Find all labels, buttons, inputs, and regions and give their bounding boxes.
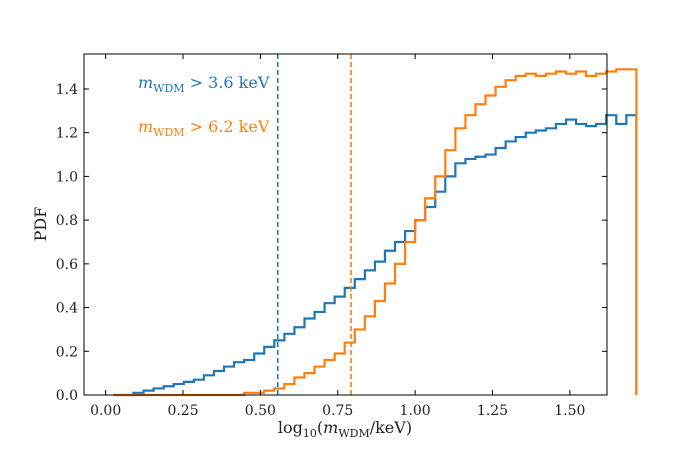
ticks: 0.00 0.25 0.50 0.75 1.00 1.25 1.50 0.0 0.2 0.4 0.6… (56, 54, 607, 419)
y-tick-label: 1.2 (56, 126, 78, 142)
histogram-series-1 (113, 68, 638, 397)
y-tick-label: 1.0 (56, 169, 78, 185)
y-tick-label: 0.0 (56, 388, 78, 404)
x-tick-label: 1.50 (554, 403, 585, 419)
legend-0-text: > 3.6 keV (185, 73, 270, 92)
y-tick-label: 0.8 (56, 213, 78, 229)
y-tick-label: 1.4 (56, 82, 78, 98)
x-tick-label: 0.00 (90, 403, 121, 419)
legend-1-sub: WDM (153, 126, 184, 139)
y-tick-label: 0.4 (56, 301, 78, 317)
legend-1-text: > 6.2 keV (185, 117, 270, 136)
plot-frame (83, 53, 608, 396)
x-axis-title-sub: 10 (303, 427, 317, 440)
legend-0-sub: WDM (153, 82, 184, 95)
y-axis-title: PDF (31, 207, 50, 242)
histogram-layer (113, 68, 638, 397)
y-tick-label: 0.2 (56, 344, 78, 360)
legend-entry-0: mWDM > 3.6 keV (138, 73, 270, 95)
x-tick-label: 0.50 (245, 403, 276, 419)
legend-0-m: m (138, 73, 153, 92)
x-tick-label: 1.00 (400, 403, 431, 419)
x-tick-label: 1.25 (477, 403, 508, 419)
threshold-lines (276, 54, 352, 395)
x-axis-title-m: m (323, 418, 338, 437)
x-axis-title-log: log (278, 418, 303, 437)
x-axis-title-rest: ( (317, 418, 323, 437)
legend-entry-1: mWDM > 6.2 keV (138, 117, 270, 139)
x-axis-title: log10(mWDM/keV) (278, 418, 412, 440)
histogram-series-0 (113, 114, 638, 397)
legend-1-m: m (138, 117, 153, 136)
x-tick-label: 0.75 (322, 403, 353, 419)
y-tick-label: 0.6 (56, 257, 78, 273)
x-axis-title-sub2: WDM (338, 427, 369, 440)
x-tick-label: 0.25 (167, 403, 198, 419)
x-axis-title-unit: /keV) (370, 418, 412, 437)
